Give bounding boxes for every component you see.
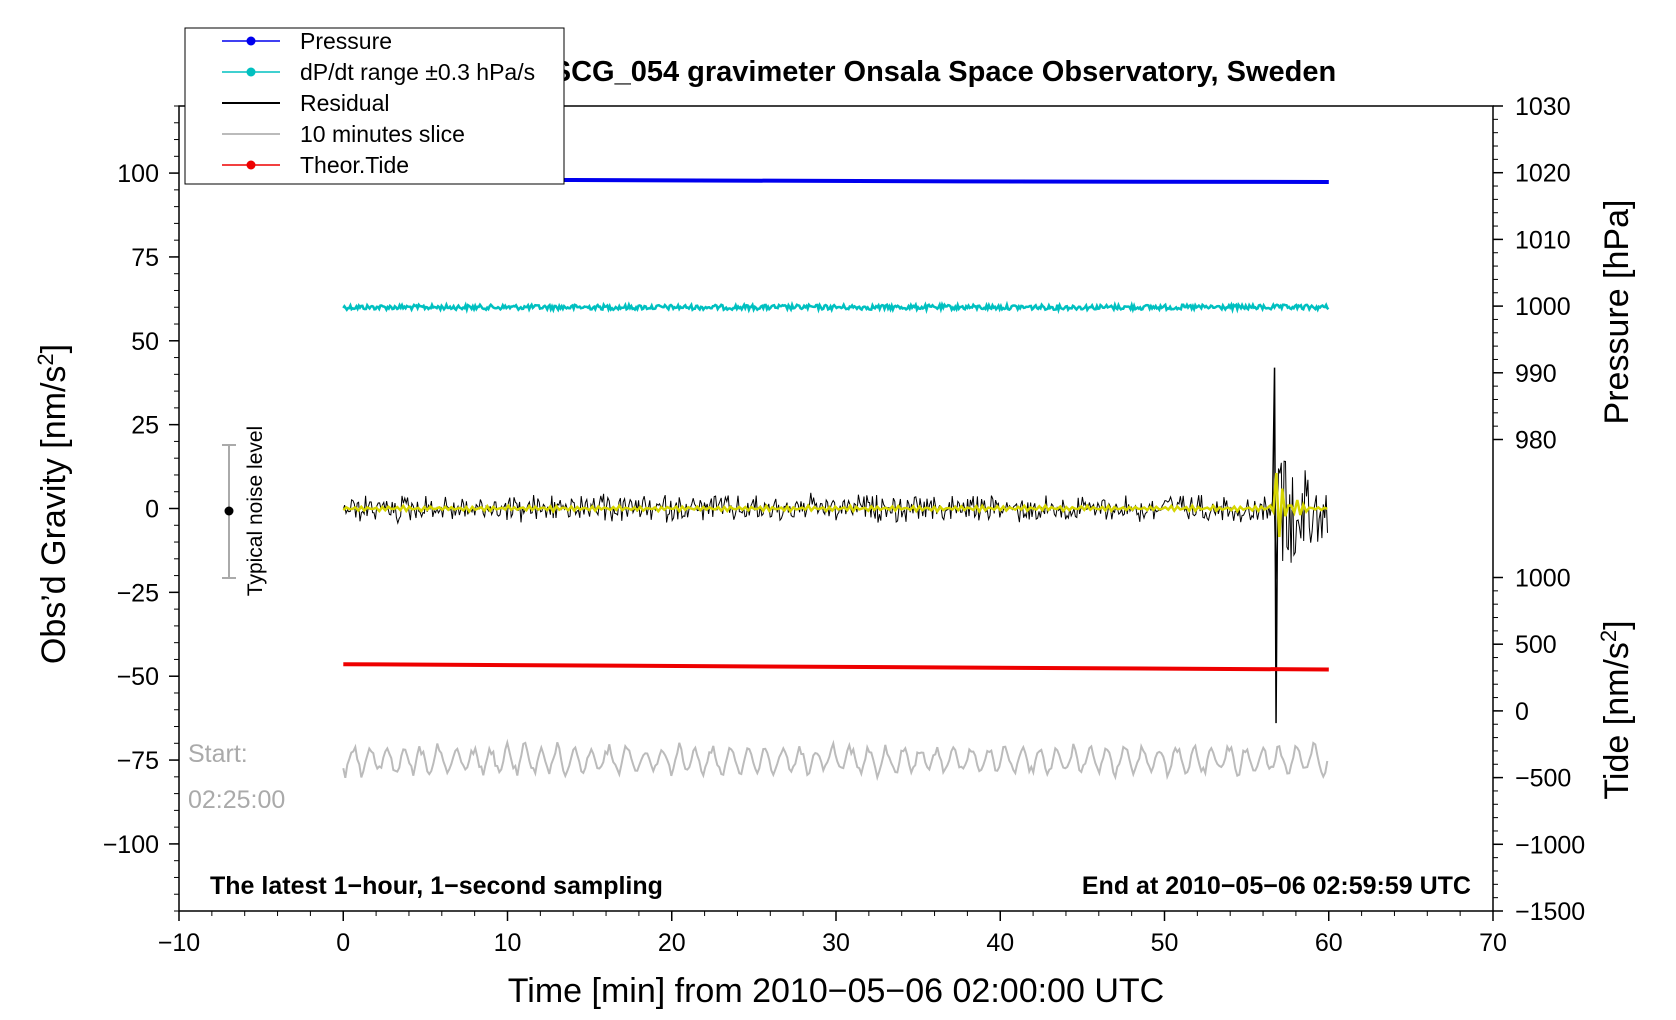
noise-level-dot [224, 506, 234, 516]
tide-tick-label: −500 [1515, 765, 1571, 793]
legend-label: Pressure [300, 28, 392, 54]
pressure-tick-label: 1020 [1515, 160, 1571, 188]
y-axis-label-tide: Tide [nm/s2] [1596, 620, 1636, 799]
legend: Pressure dP/dt range ±0.3 hPa/s Residual 10… [184, 27, 565, 185]
y-axis-label-tide-sup: 2 [1596, 630, 1621, 642]
x-tick-label: −10 [158, 929, 200, 957]
x-tick-label: 0 [336, 929, 350, 957]
x-tick-label: 10 [494, 929, 522, 957]
pressure-tick-label: 990 [1515, 360, 1557, 388]
legend-label: Theor.Tide [300, 152, 409, 178]
tide-tick-label: −1000 [1515, 831, 1585, 859]
y-tick-label: 25 [131, 412, 159, 440]
y-tick-label: 75 [131, 244, 159, 272]
legend-label: Residual [300, 90, 390, 116]
y-tick-label: 0 [145, 496, 159, 524]
y-tick-label: −100 [103, 831, 159, 859]
tide-tick-label: 1000 [1515, 565, 1571, 593]
chart-title: SCG_054 gravimeter Onsala Space Observat… [552, 56, 1336, 88]
tide-tick-label: 0 [1515, 698, 1529, 726]
end-time-note: End at 2010−05−06 02:59:59 UTC [1082, 872, 1471, 900]
y-axis-tide: 1000 500 0 −500 −1000 −1500 [1493, 565, 1585, 926]
x-tick-label: 20 [658, 929, 686, 957]
y-axis-label-gravity-tail: ] [35, 344, 73, 353]
x-tick-label: 70 [1479, 929, 1507, 957]
legend-swatch-marker [246, 160, 256, 170]
y-axis-label-gravity-text: Obs’d Gravity [nm/s [35, 366, 73, 665]
x-axis-label: Time [min] from 2010−05−06 02:00:00 UTC [508, 972, 1164, 1010]
noise-level-marker: Typical noise level [222, 426, 267, 596]
y-axis-label-gravity: Obs’d Gravity [nm/s2] [33, 344, 73, 664]
y-axis-label-gravity-sup: 2 [33, 353, 58, 365]
tide-series [343, 662, 1329, 672]
x-tick-label: 50 [1151, 929, 1179, 957]
y-axis-gravity: 100 75 50 25 0 −25 −50 −75 −100 [103, 105, 179, 912]
legend-items: Pressure dP/dt range ±0.3 hPa/s Residual 10… [222, 28, 535, 178]
noise-level-label: Typical noise level [244, 426, 267, 596]
legend-label: dP/dt range ±0.3 hPa/s [300, 59, 535, 85]
y-axis-label-pressure: Pressure [hPa] [1598, 200, 1636, 425]
tide-tick-label: 500 [1515, 631, 1557, 659]
pressure-tick-label: 1030 [1515, 93, 1571, 121]
legend-box [184, 27, 565, 185]
y-tick-label: −75 [117, 747, 159, 775]
y-axis-label-tide-tail: ] [1598, 620, 1636, 629]
ten-minute-slice-series [342, 738, 1329, 782]
legend-swatch-marker [246, 67, 256, 77]
series-layer [342, 177, 1330, 782]
pressure-tick-label: 980 [1515, 427, 1557, 455]
sampling-note: The latest 1−hour, 1−second sampling [210, 872, 663, 900]
residual-series [342, 460, 1328, 580]
x-tick-label: 40 [986, 929, 1014, 957]
residual-smoothed-series [342, 472, 1328, 538]
tide-tick-label: −1500 [1515, 898, 1585, 926]
x-tick-label: 30 [822, 929, 850, 957]
start-time: 02:25:00 [188, 786, 285, 814]
y-tick-label: 50 [131, 328, 159, 356]
y-axis-label-tide-text: Tide [nm/s [1598, 642, 1636, 799]
y-tick-label: 100 [117, 160, 159, 188]
y-axis-pressure: 1030 1020 1010 1000 990 980 [1493, 93, 1571, 455]
legend-label: 10 minutes slice [300, 121, 465, 147]
y-tick-label: −25 [117, 579, 159, 607]
x-tick-label: 60 [1315, 929, 1343, 957]
pressure-tick-label: 1010 [1515, 226, 1571, 254]
x-axis: −10 0 10 20 30 40 50 60 70 [158, 911, 1507, 957]
pressure-tick-label: 1000 [1515, 293, 1571, 321]
dpdt-series [342, 300, 1330, 315]
y-tick-label: −50 [117, 663, 159, 691]
legend-swatch-marker [246, 36, 256, 46]
residual-event-spike [1271, 367, 1279, 724]
start-label: Start: [188, 740, 248, 768]
